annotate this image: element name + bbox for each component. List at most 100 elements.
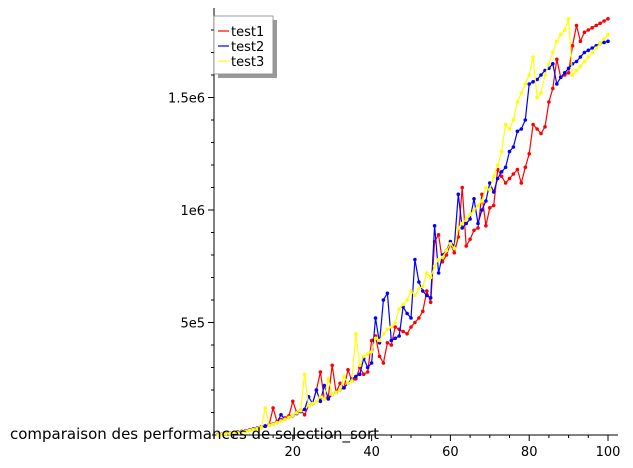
data-point-test3 [503,122,508,127]
data-point-test2 [586,48,591,53]
x-tick-label: 20 [285,445,302,460]
data-point-test3 [428,275,433,280]
data-point-test3 [302,372,307,377]
data-point-test3 [247,428,252,433]
data-point-test3 [401,302,405,307]
data-point-test1 [547,100,551,104]
data-point-test1 [578,39,583,44]
data-point-test3 [543,73,547,77]
data-point-test3 [460,221,465,226]
data-point-test2 [397,334,402,338]
data-point-test1 [515,167,520,172]
data-point-test3 [578,64,583,68]
data-point-test1 [523,165,528,170]
data-point-test3 [271,422,275,427]
data-point-test2 [421,289,425,293]
data-point-test3 [373,336,378,341]
data-point-test2 [495,176,500,181]
data-point-test3 [598,41,602,46]
data-point-test2 [318,399,323,404]
data-point-test1 [527,152,531,156]
data-point-test2 [515,129,520,134]
data-point-test1 [456,235,461,239]
x-tick-label: 60 [442,445,459,460]
data-point-test1 [338,381,342,386]
legend-label-test2: test2 [231,40,264,55]
y-tick-label: 1e6 [180,204,205,219]
data-point-test3 [338,388,342,392]
data-point-test1 [417,316,421,320]
data-point-test2 [413,257,417,262]
data-point-test3 [294,411,299,415]
data-point-test2 [606,39,610,44]
data-point-test3 [515,100,520,104]
data-point-test1 [401,329,405,334]
data-point-test3 [283,417,287,422]
data-point-test3 [326,377,331,381]
data-point-test1 [381,361,386,365]
data-point-test3 [389,325,394,329]
data-point-test1 [590,26,594,30]
data-point-test3 [318,395,323,399]
data-point-test3 [298,408,303,413]
data-point-test1 [421,309,425,314]
data-point-test1 [484,224,488,228]
data-point-test1 [413,320,417,325]
data-point-test3 [499,149,504,154]
series-line-test3 [217,18,609,436]
y-tick-label: 1.5e6 [168,92,205,107]
data-point-test1 [594,23,598,28]
data-point-test1 [566,71,571,75]
data-point-test1 [602,19,606,23]
data-point-test3 [377,338,382,343]
chart-title: comparaison des performances de selectio… [10,425,379,444]
data-point-test1 [385,341,390,345]
data-point-test2 [460,226,465,230]
data-point-test1 [503,181,508,185]
data-point-test2 [480,208,484,212]
data-point-test2 [602,40,606,45]
data-point-test1 [361,372,366,377]
data-point-test2 [539,73,543,77]
data-point-test3 [275,420,279,425]
series-line-test2 [217,40,609,436]
data-point-test2 [409,316,413,320]
data-point-test3 [590,50,594,55]
data-point-test1 [551,86,555,91]
data-point-test2 [428,296,433,300]
data-point-test2 [373,316,378,320]
legend-label-test1: test1 [231,25,264,40]
data-point-test2 [507,149,512,154]
data-point-test1 [582,30,587,35]
axes: 20 40 60 80 100 5e5 1e6 1.5e6 [168,8,620,460]
data-point-test3 [251,427,256,432]
data-point-test3 [279,419,283,423]
data-point-test3 [511,118,516,122]
data-point-test1 [428,300,433,305]
data-point-test1 [539,131,543,136]
data-point-test2 [535,77,539,82]
data-point-test1 [271,406,275,410]
data-point-test3 [555,39,559,44]
data-point-test3 [409,289,413,293]
series-test2 [216,39,610,437]
data-point-test3 [582,59,587,64]
data-point-test3 [594,46,598,50]
data-point-test1 [574,23,579,28]
data-point-test3 [267,423,272,428]
data-point-test3 [436,257,441,262]
data-point-test3 [216,433,220,437]
data-point-test2 [393,336,398,341]
data-point-test1 [480,192,484,197]
data-point-test1 [302,413,307,417]
data-point-test3 [361,354,366,359]
x-tick-label: 100 [596,445,621,460]
data-point-test3 [350,379,354,383]
data-point-test3 [558,32,563,37]
data-point-test3 [464,217,469,221]
data-point-test2 [551,62,555,66]
data-point-test3 [263,406,268,410]
data-point-test2 [314,388,319,392]
data-point-test3 [334,390,338,395]
